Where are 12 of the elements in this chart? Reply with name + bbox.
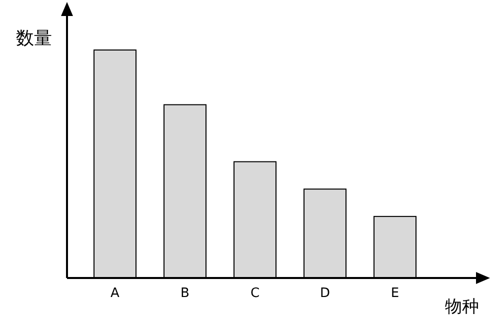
x-axis-title: 物种 — [445, 297, 479, 317]
x-tick-label: C — [250, 286, 260, 302]
x-tick-label: E — [390, 286, 400, 302]
x-tick-label: B — [180, 286, 190, 302]
bar — [304, 188, 346, 278]
x-tick-label: A — [110, 286, 120, 302]
y-axis-title: 数量 — [16, 28, 52, 49]
bar — [234, 161, 276, 278]
bar — [94, 50, 136, 278]
bar — [374, 216, 416, 278]
bar — [164, 104, 206, 278]
x-tick-label: D — [320, 286, 330, 302]
